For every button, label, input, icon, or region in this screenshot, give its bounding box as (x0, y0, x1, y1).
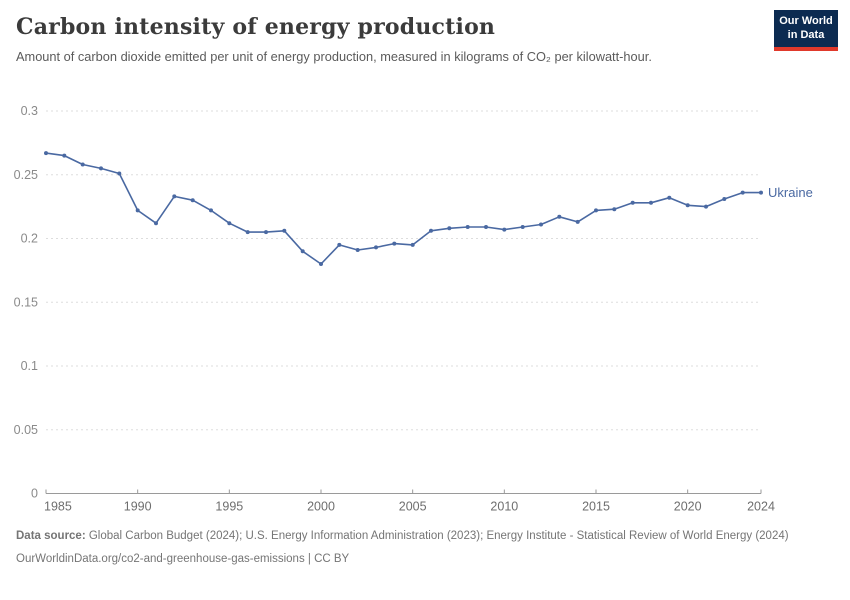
data-point[interactable] (245, 230, 250, 235)
data-point[interactable] (612, 207, 617, 212)
data-point[interactable] (355, 248, 360, 252)
data-source-line: Data source: Global Carbon Budget (2024)… (16, 528, 816, 546)
data-point[interactable] (685, 203, 690, 208)
data-point[interactable] (135, 208, 140, 213)
data-source-text: Global Carbon Budget (2024); U.S. Energy… (85, 530, 789, 542)
data-point[interactable] (99, 166, 103, 171)
data-point[interactable] (704, 204, 708, 209)
data-point[interactable] (410, 242, 415, 247)
data-point[interactable] (667, 195, 672, 200)
data-point[interactable] (575, 219, 580, 224)
page-title: Carbon intensity of energy production (16, 14, 496, 40)
y-tick-label: 0.1 (21, 359, 38, 373)
y-tick-label: 0 (31, 487, 38, 501)
data-point[interactable] (630, 200, 635, 205)
data-point[interactable] (429, 228, 433, 233)
y-tick-label: 0.25 (14, 168, 38, 182)
data-point[interactable] (117, 171, 122, 176)
owid-logo[interactable]: Our World in Data (774, 10, 838, 51)
owid-logo-box: Our World in Data (774, 10, 838, 47)
data-point[interactable] (264, 230, 268, 235)
x-tick-label: 1985 (44, 500, 72, 514)
data-point[interactable] (190, 198, 195, 203)
x-tick-label: 1995 (215, 500, 243, 514)
data-point[interactable] (539, 222, 543, 227)
data-point[interactable] (80, 162, 85, 167)
data-point[interactable] (594, 208, 598, 213)
owid-logo-line1: Our World (779, 15, 833, 27)
x-tick-label: 2015 (582, 500, 610, 514)
data-point[interactable] (44, 151, 48, 156)
y-tick-label: 0.2 (21, 232, 38, 246)
series-end-label[interactable]: Ukraine (768, 185, 813, 200)
data-source-label: Data source: (16, 530, 86, 542)
owid-logo-red-bar (774, 46, 838, 51)
data-point[interactable] (465, 225, 470, 229)
y-tick-label: 0.15 (14, 295, 38, 309)
data-point[interactable] (502, 227, 507, 232)
data-point[interactable] (722, 197, 727, 201)
data-point[interactable] (300, 249, 305, 254)
data-point[interactable] (740, 190, 745, 195)
data-point[interactable] (172, 194, 177, 199)
data-point[interactable] (447, 226, 452, 231)
x-tick-label: 2020 (674, 500, 702, 514)
data-point[interactable] (520, 225, 525, 229)
data-point[interactable] (649, 200, 653, 205)
data-point[interactable] (227, 221, 232, 226)
data-point[interactable] (392, 241, 397, 246)
cc-by-line[interactable]: OurWorldinData.org/co2-and-greenhouse-ga… (16, 552, 350, 565)
x-tick-label: 2005 (399, 500, 427, 514)
data-point[interactable] (209, 208, 213, 213)
x-tick-label: 2000 (307, 500, 335, 514)
data-point[interactable] (319, 262, 323, 266)
data-point[interactable] (557, 214, 562, 219)
data-point[interactable] (759, 190, 763, 195)
data-point[interactable] (282, 228, 287, 233)
data-point[interactable] (337, 242, 342, 247)
chart-footer: Data source: Global Carbon Budget (2024)… (16, 528, 816, 569)
chart-header: Carbon intensity of energy production Am… (16, 14, 834, 66)
series-line[interactable] (45, 152, 762, 265)
data-point[interactable] (154, 221, 158, 226)
owid-logo-line2: in Data (787, 28, 825, 41)
data-point[interactable] (374, 245, 378, 250)
x-tick-label: 2010 (490, 500, 518, 514)
y-tick-label: 0.3 (21, 104, 38, 118)
x-tick-label: 1990 (124, 500, 152, 514)
x-tick-label: 2024 (747, 500, 775, 514)
data-point[interactable] (484, 225, 488, 229)
data-point[interactable] (62, 153, 67, 158)
chart-subtitle: Amount of carbon dioxide emitted per uni… (16, 49, 652, 64)
y-tick-label: 0.05 (14, 423, 38, 437)
